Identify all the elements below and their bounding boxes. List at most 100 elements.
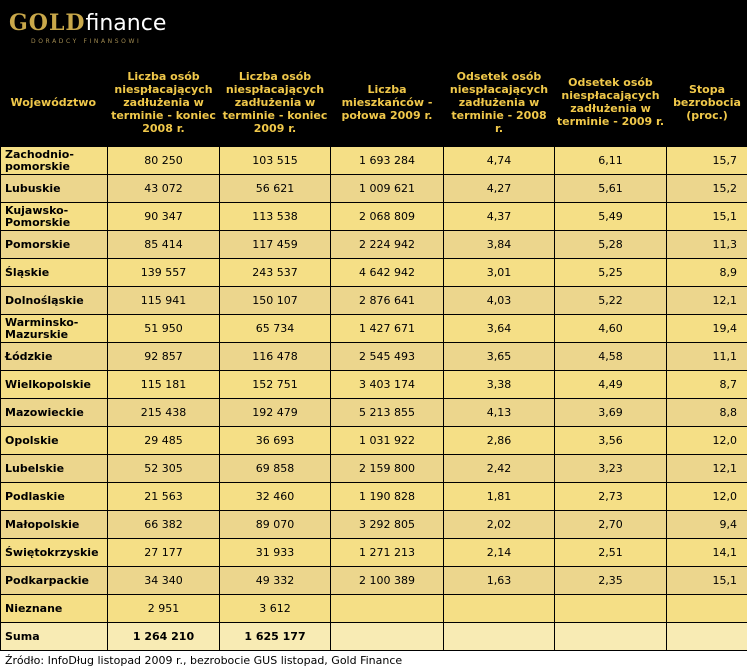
table-row: Wielkopolskie 115 181 152 751 3 403 174 3,38…: [0, 370, 747, 399]
total-value-cell: [330, 622, 444, 651]
total-value-cell: [666, 622, 747, 651]
value-cell: 56 621: [219, 174, 331, 203]
value-cell: 65 734: [219, 314, 331, 343]
table-row: Opolskie 29 485 36 693 1 031 922 2,86 3,56 12,…: [0, 426, 747, 455]
region-name-cell: Dolnośląskie: [0, 286, 108, 315]
value-cell: 1 693 284: [330, 146, 444, 175]
region-name-cell: Mazowieckie: [0, 398, 108, 427]
value-cell: 4,13: [443, 398, 555, 427]
value-cell: 9,4: [666, 510, 747, 539]
table-row: Dolnośląskie 115 941 150 107 2 876 641 4,03 5…: [0, 286, 747, 315]
table-row: Świętokrzyskie 27 177 31 933 1 271 213 2,14 2…: [0, 538, 747, 567]
value-cell: 4,74: [443, 146, 555, 175]
value-cell: 5 213 855: [330, 398, 444, 427]
value-cell: 3 292 805: [330, 510, 444, 539]
table-body: Zachodnio-pomorskie 80 250 103 515 1 693 28…: [0, 146, 747, 651]
value-cell: 15,2: [666, 174, 747, 203]
value-cell: [554, 594, 667, 623]
column-header: Województwo: [0, 58, 108, 147]
column-header: Odsetek osób niespłacających zadłużenia …: [554, 58, 667, 147]
total-label-cell: Suma: [0, 622, 108, 651]
column-header: Odsetek osób niespłacających zadłużenia …: [443, 58, 555, 147]
value-cell: 2,14: [443, 538, 555, 567]
value-cell: 2,70: [554, 510, 667, 539]
table-row: Mazowieckie 215 438 192 479 5 213 855 4,13 3,…: [0, 398, 747, 427]
value-cell: 5,49: [554, 202, 667, 231]
value-cell: 12,1: [666, 454, 747, 483]
value-cell: 8,7: [666, 370, 747, 399]
header-row: Województwo Liczba osób niespłacających z…: [0, 58, 747, 147]
region-name-cell: Podkarpackie: [0, 566, 108, 595]
value-cell: 11,1: [666, 342, 747, 371]
value-cell: 1 190 828: [330, 482, 444, 511]
value-cell: 4,27: [443, 174, 555, 203]
value-cell: 1,81: [443, 482, 555, 511]
value-cell: 1 031 922: [330, 426, 444, 455]
value-cell: 4 642 942: [330, 258, 444, 287]
value-cell: 4,49: [554, 370, 667, 399]
value-cell: 4,58: [554, 342, 667, 371]
logo-finance-text: finance: [85, 11, 167, 36]
value-cell: 243 537: [219, 258, 331, 287]
value-cell: 4,60: [554, 314, 667, 343]
value-cell: 3,69: [554, 398, 667, 427]
value-cell: 150 107: [219, 286, 331, 315]
value-cell: 2,02: [443, 510, 555, 539]
value-cell: 5,28: [554, 230, 667, 259]
value-cell: 116 478: [219, 342, 331, 371]
value-cell: 3,56: [554, 426, 667, 455]
value-cell: 19,4: [666, 314, 747, 343]
value-cell: 21 563: [107, 482, 220, 511]
value-cell: 34 340: [107, 566, 220, 595]
region-name-cell: Opolskie: [0, 426, 108, 455]
value-cell: 12,1: [666, 286, 747, 315]
value-cell: 3,64: [443, 314, 555, 343]
value-cell: [666, 594, 747, 623]
value-cell: 15,1: [666, 202, 747, 231]
value-cell: 36 693: [219, 426, 331, 455]
value-cell: 52 305: [107, 454, 220, 483]
value-cell: 80 250: [107, 146, 220, 175]
value-cell: 2,73: [554, 482, 667, 511]
value-cell: 4,37: [443, 202, 555, 231]
total-row: Suma 1 264 210 1 625 177: [0, 622, 747, 651]
value-cell: 12,0: [666, 426, 747, 455]
value-cell: 51 950: [107, 314, 220, 343]
table-row: Zachodnio-pomorskie 80 250 103 515 1 693 28…: [0, 146, 747, 175]
table-row: Lubelskie 52 305 69 858 2 159 800 2,42 3,23 12…: [0, 454, 747, 483]
column-header: Liczba osób niespłacających zadłużenia w…: [107, 58, 220, 147]
value-cell: 11,3: [666, 230, 747, 259]
column-header: Liczba mieszkańców - połowa 2009 r.: [330, 58, 444, 147]
value-cell: 152 751: [219, 370, 331, 399]
value-cell: [443, 594, 555, 623]
value-cell: 3 612: [219, 594, 331, 623]
table-row: Kujawsko-Pomorskie 90 347 113 538 2 068 809…: [0, 202, 747, 231]
value-cell: 5,61: [554, 174, 667, 203]
value-cell: 6,11: [554, 146, 667, 175]
region-name-cell: Śląskie: [0, 258, 108, 287]
value-cell: 3,38: [443, 370, 555, 399]
total-value-cell: [554, 622, 667, 651]
value-cell: 192 479: [219, 398, 331, 427]
value-cell: 1 427 671: [330, 314, 444, 343]
value-cell: 103 515: [219, 146, 331, 175]
debt-table: Województwo Liczba osób niespłacających z…: [0, 58, 747, 651]
value-cell: 139 557: [107, 258, 220, 287]
value-cell: 5,25: [554, 258, 667, 287]
total-value-cell: 1 625 177: [219, 622, 331, 651]
total-value-cell: 1 264 210: [107, 622, 220, 651]
value-cell: 31 933: [219, 538, 331, 567]
table-row: Lubuskie 43 072 56 621 1 009 621 4,27 5,61 15,…: [0, 174, 747, 203]
total-value-cell: [443, 622, 555, 651]
region-name-cell: Pomorskie: [0, 230, 108, 259]
table-row: Pomorskie 85 414 117 459 2 224 942 3,84 5,28 1…: [0, 230, 747, 259]
value-cell: 43 072: [107, 174, 220, 203]
region-name-cell: Lubelskie: [0, 454, 108, 483]
value-cell: 2,51: [554, 538, 667, 567]
value-cell: 66 382: [107, 510, 220, 539]
table-frame: GOLDfinance DORADCY FINANSOWI Województw…: [0, 0, 747, 651]
logo-tagline: DORADCY FINANSOWI: [31, 38, 142, 45]
value-cell: 2 100 389: [330, 566, 444, 595]
value-cell: 1 009 621: [330, 174, 444, 203]
region-name-cell: Zachodnio-pomorskie: [0, 146, 108, 175]
